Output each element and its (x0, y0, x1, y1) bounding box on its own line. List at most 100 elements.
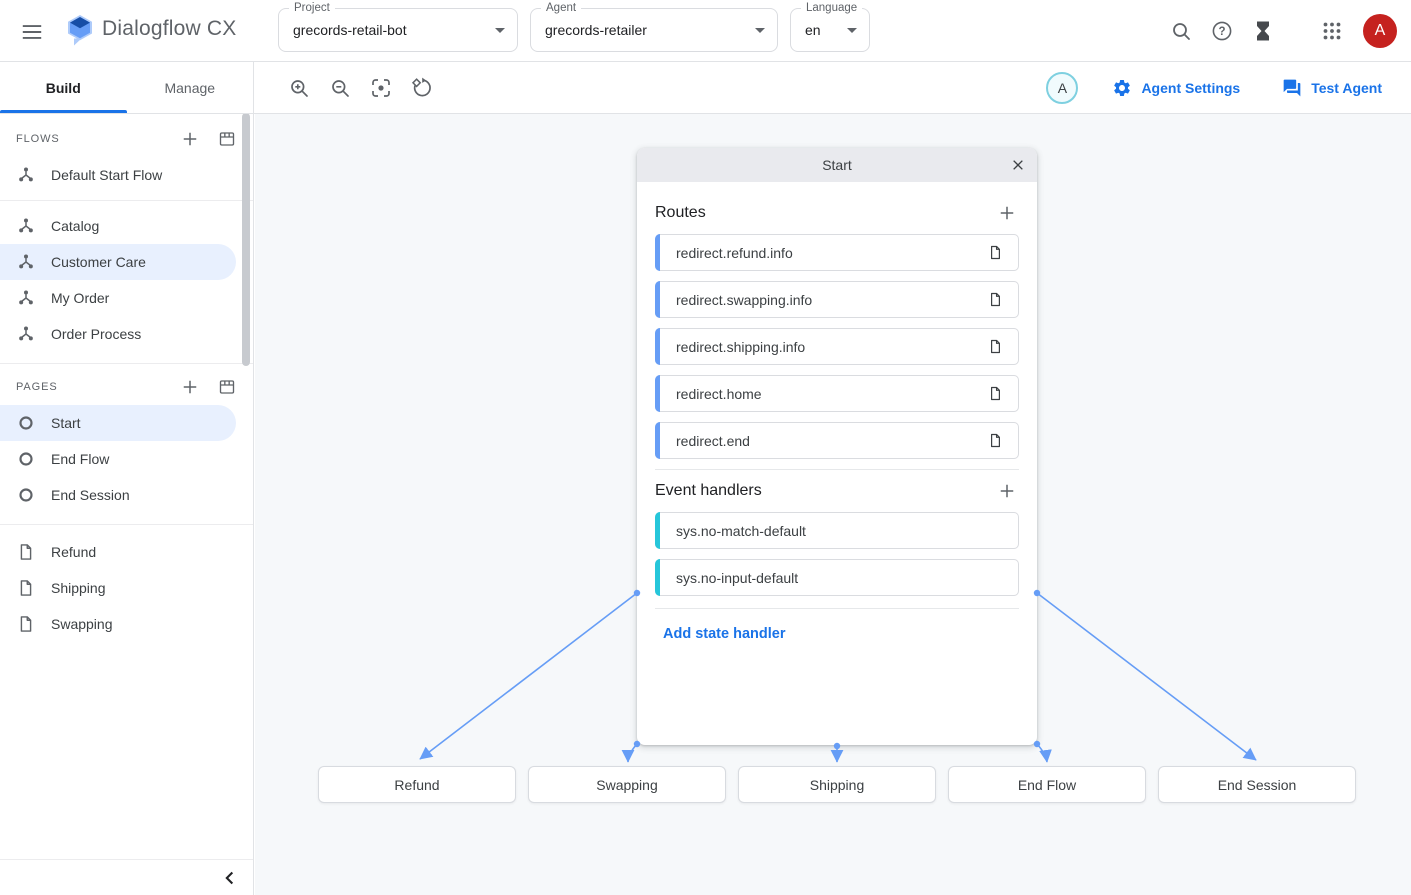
route-card[interactable]: redirect.swapping.info (655, 281, 1019, 318)
route-label: redirect.end (676, 432, 750, 449)
agent-select[interactable]: Agent grecords-retailer (530, 2, 778, 52)
node-refund[interactable]: Refund (318, 766, 516, 803)
project-value: grecords-retail-bot (293, 22, 407, 38)
event-handler-label: sys.no-match-default (676, 522, 806, 539)
route-card[interactable]: redirect.home (655, 375, 1019, 412)
divider (655, 469, 1019, 470)
top-app-bar: Dialogflow CX Project grecords-retail-bo… (0, 0, 1411, 62)
event-handler-label: sys.no-input-default (676, 569, 799, 586)
agent-settings-button[interactable]: Agent Settings (1112, 78, 1240, 98)
apps-grid-icon[interactable] (1320, 19, 1344, 43)
sidebar-item-label: End Flow (51, 451, 110, 467)
sidebar-item-refund[interactable]: Refund (0, 534, 236, 570)
sidebar-item-my-order[interactable]: My Order (0, 280, 236, 316)
event-handler-card[interactable]: sys.no-match-default (655, 512, 1019, 549)
flow-canvas[interactable]: Start Routes redirect.refund.info redire… (255, 114, 1411, 895)
add-state-handler-link[interactable]: Add state handler (663, 626, 786, 642)
test-agent-button[interactable]: Test Agent (1282, 78, 1382, 98)
zoom-in-icon[interactable] (287, 76, 311, 100)
sidebar-item-start[interactable]: Start (0, 405, 236, 441)
project-label: Project (289, 2, 335, 14)
route-card[interactable]: redirect.refund.info (655, 234, 1019, 271)
route-label: redirect.home (676, 385, 762, 402)
sidebar-item-end-flow[interactable]: End Flow (0, 441, 236, 477)
flow-icon (16, 324, 36, 344)
app-title: Dialogflow CX (102, 17, 237, 40)
tab-build[interactable]: Build (45, 79, 81, 96)
page-doc-icon (16, 578, 36, 598)
event-handlers-title: Event handlers (655, 482, 762, 499)
close-icon[interactable] (1010, 157, 1026, 173)
agent-value: grecords-retailer (545, 22, 647, 38)
sidebar-item-label: Default Start Flow (51, 167, 163, 183)
route-target-page-icon[interactable] (987, 385, 1004, 402)
node-swapping[interactable]: Swapping (528, 766, 726, 803)
version-avatar[interactable]: A (1046, 71, 1079, 104)
sidebar-item-label: Order Process (51, 326, 142, 342)
start-page-panel: Start Routes redirect.refund.info redire… (637, 148, 1037, 745)
account-avatar[interactable]: A (1363, 14, 1397, 48)
sidebar-item-end-session[interactable]: End Session (0, 477, 236, 513)
add-page-button[interactable] (180, 377, 200, 397)
route-target-page-icon[interactable] (987, 432, 1004, 449)
sidebar-item-label: Swapping (51, 616, 113, 632)
page-circle-icon (16, 413, 36, 433)
sidebar-item-catalog[interactable]: Catalog (0, 208, 236, 244)
flows-section-header: FLOWS (0, 125, 253, 153)
route-target-page-icon[interactable] (987, 244, 1004, 261)
route-target-page-icon[interactable] (987, 291, 1004, 308)
event-handler-card[interactable]: sys.no-input-default (655, 559, 1019, 596)
left-sidebar: FLOWS Default Start Flow Catalog Custome… (0, 113, 254, 895)
route-card[interactable]: redirect.shipping.info (655, 328, 1019, 365)
project-select[interactable]: Project grecords-retail-bot (278, 2, 518, 52)
collapse-sidebar-icon[interactable] (220, 868, 240, 888)
routes-title: Routes (655, 204, 706, 221)
flows-list-view-icon[interactable] (217, 129, 237, 149)
add-route-button[interactable] (997, 203, 1017, 223)
node-end-session[interactable]: End Session (1158, 766, 1356, 803)
flow-icon (16, 165, 36, 185)
pages-section-header: PAGES (0, 373, 253, 401)
route-label: redirect.swapping.info (676, 291, 813, 308)
language-select[interactable]: Language en (790, 2, 870, 52)
sidebar-item-default-start-flow[interactable]: Default Start Flow (0, 157, 236, 193)
sidebar-item-swapping[interactable]: Swapping (0, 606, 236, 642)
tab-manage[interactable]: Manage (164, 79, 216, 96)
center-focus-icon[interactable] (369, 76, 393, 100)
sidebar-footer (0, 859, 253, 895)
routes-header: Routes (655, 192, 1019, 234)
language-value: en (805, 22, 821, 38)
gear-icon (1112, 78, 1132, 98)
sidebar-item-customer-care[interactable]: Customer Care (0, 244, 236, 280)
flow-icon (16, 252, 36, 272)
route-stripe (655, 328, 660, 365)
route-card[interactable]: redirect.end (655, 422, 1019, 459)
pages-list-view-icon[interactable] (217, 377, 237, 397)
route-target-page-icon[interactable] (987, 338, 1004, 355)
route-label: redirect.shipping.info (676, 338, 806, 355)
agent-label: Agent (541, 2, 582, 14)
node-end-flow[interactable]: End Flow (948, 766, 1146, 803)
sidebar-item-label: Shipping (51, 580, 106, 596)
help-icon[interactable] (1210, 19, 1234, 43)
hourglass-icon[interactable] (1251, 19, 1275, 43)
route-stripe (655, 422, 660, 459)
flow-icon (16, 216, 36, 236)
sidebar-item-label: Customer Care (51, 254, 146, 270)
route-stripe (655, 375, 660, 412)
sidebar-item-label: Start (51, 415, 81, 431)
node-shipping[interactable]: Shipping (738, 766, 936, 803)
sidebar-scrollbar[interactable] (242, 113, 250, 366)
toolbar-row: Build Manage A Agent Settings Test Agent (0, 62, 1411, 114)
add-flow-button[interactable] (180, 129, 200, 149)
language-label: Language (801, 2, 863, 14)
reset-view-icon[interactable] (410, 76, 434, 100)
route-stripe (655, 234, 660, 271)
search-icon[interactable] (1169, 19, 1193, 43)
sidebar-item-label: Catalog (51, 218, 100, 234)
sidebar-item-shipping[interactable]: Shipping (0, 570, 236, 606)
menu-icon[interactable] (19, 19, 45, 45)
add-event-handler-button[interactable] (997, 481, 1017, 501)
zoom-out-icon[interactable] (328, 76, 352, 100)
sidebar-item-order-process[interactable]: Order Process (0, 316, 236, 352)
